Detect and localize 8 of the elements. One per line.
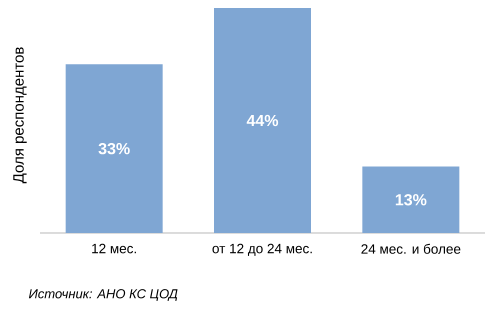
x-tick-label: 12 мес. [92, 244, 136, 254]
data-label: 13% [396, 194, 426, 206]
x-tick-label: 24 мес. и более [361, 244, 460, 254]
x-tick-label: от 12 до 24 мес. [212, 244, 312, 256]
data-label: 33% [98, 142, 130, 154]
y-axis-title: Доля респондентов [13, 47, 27, 184]
data-label: 44% [246, 114, 278, 126]
text: Источник: АНО КС ЦОД [28, 289, 178, 301]
